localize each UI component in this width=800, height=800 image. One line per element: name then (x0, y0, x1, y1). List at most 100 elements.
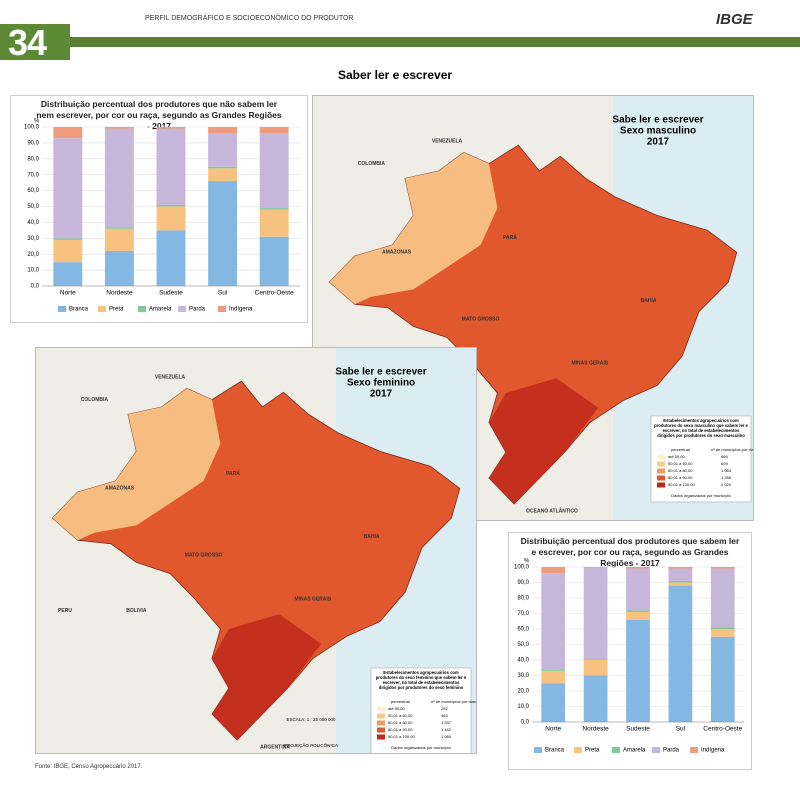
place-label: VENEZUELA (155, 375, 186, 381)
bar-segment (541, 670, 566, 684)
legend-label: Branca (69, 307, 89, 313)
y-tick-label: 100,0 (24, 125, 40, 131)
bar-segment (208, 181, 238, 286)
legend-col: percentual (391, 699, 410, 704)
place-label: VENEZUELA (432, 139, 463, 145)
place-label: BAHIA (364, 534, 380, 540)
bar-segment (541, 567, 566, 574)
bar-segment (583, 659, 608, 660)
bar-segment (156, 127, 186, 129)
legend-count: 1 060 (441, 734, 452, 739)
place-label: AMAZONAS (105, 486, 135, 492)
legend-swatch (178, 306, 186, 312)
bar-segment (626, 611, 650, 620)
bar-segment (104, 228, 134, 252)
bar-segment (668, 582, 693, 586)
x-tick-label: Centro-Oeste (255, 290, 294, 297)
legend-label: Indígena (229, 307, 253, 313)
legend-count: 2 020 (721, 482, 732, 487)
bar-segment (710, 627, 735, 629)
place-label: AMAZONAS (382, 250, 412, 256)
map-title: 2017 (370, 389, 393, 400)
bar-segment (53, 138, 83, 239)
legend-swatch (377, 713, 385, 719)
legend-count: 666 (721, 454, 728, 459)
place-label: PERU (58, 608, 72, 614)
bar-segment (541, 573, 566, 670)
bar-segment (53, 238, 83, 240)
x-tick-label: Norte (545, 726, 561, 733)
legend-swatch (657, 461, 665, 467)
legend-label: Parda (663, 748, 680, 754)
legend-col: percentual (671, 447, 690, 452)
legend-swatch (138, 306, 146, 312)
x-tick-label: Norte (60, 290, 76, 297)
legend-box (370, 667, 472, 753)
bar-segment (583, 675, 608, 722)
bar-segment (668, 585, 693, 722)
y-tick-label: 10,0 (517, 704, 529, 710)
bar-segment (668, 568, 693, 581)
legend-swatch (657, 475, 665, 481)
bar-segment (626, 567, 650, 569)
map-title: Sexo feminino (347, 378, 415, 389)
y-tick-label: 30,0 (517, 673, 529, 679)
bar-segment (583, 567, 608, 568)
projection: PROJEÇÃO POLICÔNICA (284, 742, 338, 748)
legend-count: 252 (441, 706, 448, 711)
x-tick-label: Nordeste (106, 290, 133, 297)
bar-segment (668, 580, 693, 583)
legend-range: 90,01 a 100,00 (388, 734, 415, 739)
bar-segment (259, 236, 289, 286)
legend-title-wrap: Estabelecimentos agropecuários com produ… (376, 670, 467, 690)
legend-count: 1 063 (721, 468, 732, 473)
legend-range: 80,01 a 90,00 (668, 475, 693, 480)
y-tick-label: 0,0 (31, 284, 40, 290)
legend-count: 609 (721, 461, 728, 466)
legend-range: até 50,00 (668, 454, 685, 459)
bar-segment (626, 619, 650, 722)
bar-segment (259, 209, 289, 237)
y-tick-label: 30,0 (27, 236, 39, 242)
legend-count: 1 288 (721, 475, 732, 480)
y-tick-label: 50,0 (27, 204, 39, 210)
bar-segment (104, 227, 134, 229)
running-title: PERFIL DEMOGRÁFICO E SOCIOECONÔMICO DO P… (145, 15, 354, 22)
legend-col: nº de municípios por classe (711, 447, 754, 452)
legend-range: até 50,00 (388, 706, 405, 711)
y-tick-label: 40,0 (27, 220, 39, 226)
legend-label: Parda (189, 307, 206, 313)
y-tick-label: 20,0 (27, 252, 39, 258)
map-title: 2017 (647, 137, 670, 148)
bar-segment (208, 127, 238, 134)
chart-title: Distribuição percentual dos produtores q… (36, 99, 282, 131)
legend-swatch (218, 306, 226, 312)
number-block (0, 24, 70, 60)
bar-segment (156, 204, 186, 207)
legend-swatch (652, 747, 660, 753)
bar-segment (104, 127, 134, 129)
source: Fonte: IBGE, Censo Agropecuário 2017. (35, 764, 143, 770)
y-tick-label: 0,0 (521, 720, 530, 726)
place-label: COLOMBIA (358, 161, 386, 167)
bar-segment (710, 568, 735, 628)
bar-segment (583, 660, 608, 676)
region-light (329, 152, 498, 305)
legend-title: Estabelecimentos agropecuários com produ… (654, 418, 748, 438)
x-tick-label: Sul (218, 290, 228, 297)
legend-label: Preta (109, 307, 124, 313)
legend-swatch (657, 482, 665, 488)
y-tick-label: 60,0 (517, 627, 529, 633)
legend-count: 1 442 (441, 727, 452, 732)
legend-range: 60,01 a 80,00 (668, 468, 693, 473)
logo: IBGE (716, 11, 753, 28)
bar-segment (53, 239, 83, 263)
place-label: MINAS GERAIS (294, 597, 331, 603)
y-tick-label: 80,0 (27, 156, 39, 162)
legend-swatch (377, 727, 385, 733)
bar-segment (710, 636, 735, 722)
bar-segment (626, 568, 650, 611)
bar-segment (259, 127, 289, 134)
legend-count: 463 (441, 713, 448, 718)
